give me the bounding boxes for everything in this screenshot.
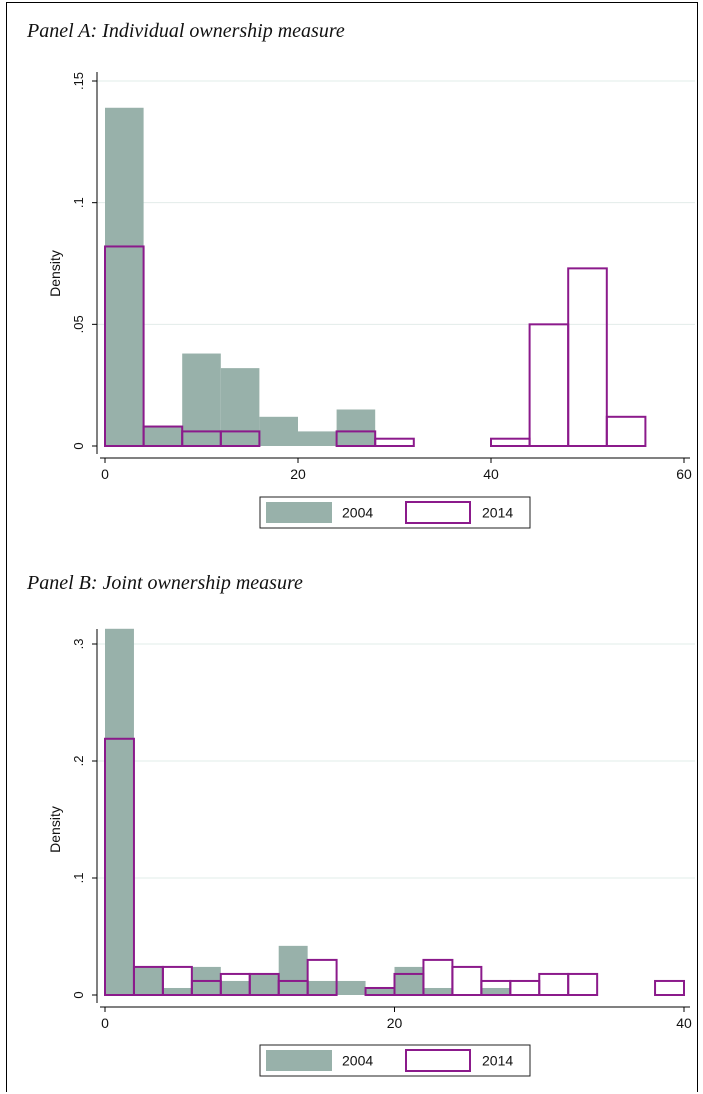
y-tick-label: .05 <box>71 315 86 333</box>
panel-b-histogram: 0 .1 .2 .3 0 20 40 Density 2004 2014 <box>47 628 695 1077</box>
x-tick-label: 40 <box>483 466 499 482</box>
y-axis-label: Density <box>47 250 63 297</box>
figure-frame <box>6 2 698 1092</box>
x-tick-label: 40 <box>676 1015 692 1031</box>
bar-2014 <box>306 958 338 996</box>
bar-2004 <box>162 987 192 995</box>
bar-2014 <box>104 737 135 997</box>
bar-2014 <box>528 323 570 448</box>
legend-label-2014: 2014 <box>482 1053 513 1069</box>
y-tick-label: .15 <box>71 72 86 90</box>
bar-2004 <box>133 966 163 995</box>
bar-2004 <box>481 987 511 995</box>
y-tick-label: .1 <box>71 873 86 884</box>
bar-2004 <box>220 368 260 446</box>
bar-2004 <box>394 966 424 995</box>
bar-2014 <box>605 415 647 447</box>
bar-2014 <box>451 965 483 997</box>
y-tick-label: 0 <box>71 442 86 449</box>
legend-label-2004: 2004 <box>342 1053 373 1069</box>
bar-2014 <box>538 972 570 997</box>
bar-2014 <box>219 430 261 447</box>
bar-2004 <box>259 416 298 446</box>
bar-2004 <box>336 409 376 446</box>
y-tick-label: .2 <box>71 756 86 767</box>
legend-swatch-2004 <box>266 502 332 523</box>
bar-2004 <box>249 973 279 995</box>
panel-a-histogram: 0 .05 .1 .15 0 20 40 60 Density 2004 2014 <box>47 72 695 529</box>
bar-2014 <box>654 979 685 996</box>
y-axis-label: Density <box>47 806 63 853</box>
bar-2004 <box>278 945 308 995</box>
bar-2004 <box>307 980 337 995</box>
bar-2014 <box>374 437 415 448</box>
bar-2014 <box>104 245 145 447</box>
x-tick-label: 0 <box>101 1015 109 1031</box>
panel-a-title: Panel A: Individual ownership measure <box>27 20 345 42</box>
y-tick-label: 0 <box>71 991 86 998</box>
legend-swatch-2014 <box>405 501 471 524</box>
bar-2014 <box>567 267 608 447</box>
bar-2014 <box>567 972 599 997</box>
panel-b-title: Panel B: Joint ownership measure <box>27 572 303 594</box>
x-tick-label: 20 <box>387 1015 403 1031</box>
bar-2004 <box>105 628 134 995</box>
bar-2004 <box>423 987 453 995</box>
bar-2004 <box>143 426 183 446</box>
bar-2014 <box>490 437 531 448</box>
bar-2004 <box>298 431 337 446</box>
x-tick-label: 60 <box>676 466 692 482</box>
x-tick-label: 20 <box>290 466 306 482</box>
legend-swatch-2004 <box>266 1050 332 1071</box>
bar-2014 <box>509 979 541 996</box>
bar-2004 <box>105 107 144 447</box>
bar-2004 <box>365 987 395 995</box>
legend-label-2014: 2014 <box>482 505 513 521</box>
bar-2004 <box>336 980 366 995</box>
bar-2004 <box>220 980 250 995</box>
y-tick-label: .1 <box>71 197 86 208</box>
legend-swatch-2014 <box>405 1049 471 1072</box>
legend-label-2004: 2004 <box>342 505 373 521</box>
y-tick-label: .3 <box>71 639 86 650</box>
x-tick-label: 0 <box>101 466 109 482</box>
